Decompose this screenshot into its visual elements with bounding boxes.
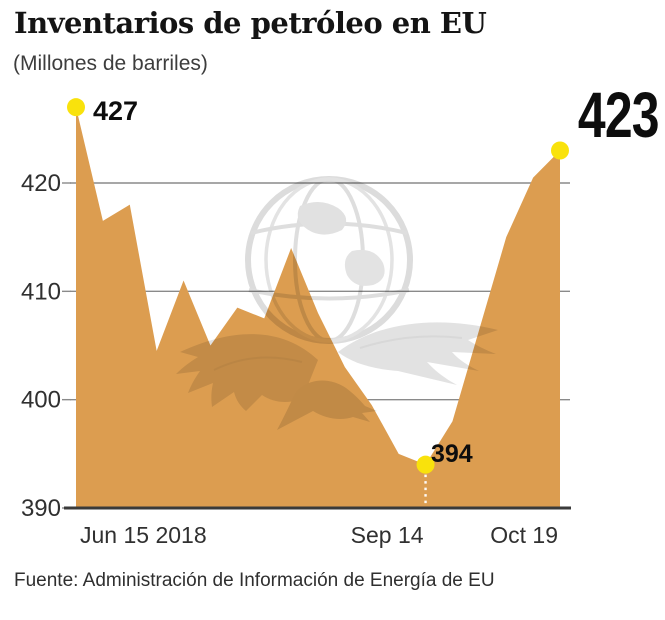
y-axis-label: 410	[21, 278, 61, 305]
eagle-wing-left	[176, 334, 318, 411]
data-markers-group	[67, 98, 569, 506]
y-axis-label: 400	[21, 387, 61, 414]
eagle-body	[277, 380, 377, 430]
x-axis-label: Sep 14	[351, 522, 424, 548]
globe-continent	[344, 249, 385, 286]
data-point-marker	[551, 141, 569, 160]
globe-icon	[245, 176, 413, 344]
x-axis-label: Jun 15 2018	[80, 522, 207, 548]
data-point-marker	[67, 98, 85, 117]
data-point-marker	[416, 455, 435, 474]
globe-meridian	[264, 177, 394, 343]
area-series	[76, 107, 560, 509]
page-title: Inventarios de petróleo en EU	[14, 6, 487, 40]
source-note: Fuente: Administración de Información de…	[14, 570, 495, 591]
x-axis-label: Oct 19	[490, 522, 558, 548]
gridlines-group: 390 400 410 420	[21, 170, 570, 522]
eagle-feather-line	[213, 356, 303, 371]
data-label-start: 427	[93, 96, 139, 126]
x-axis-labels-group: Jun 15 2018 Sep 14 Oct 19	[80, 522, 558, 548]
data-label-min: 394	[431, 440, 473, 468]
watermark-globe-eagle-logo	[176, 176, 498, 430]
y-axis-label: 420	[21, 170, 61, 197]
data-label-latest: 423	[578, 79, 660, 151]
y-axis-label: 390	[21, 495, 61, 522]
globe-parallel	[248, 288, 410, 301]
eagle-feather-line	[359, 335, 463, 349]
globe-continent	[297, 201, 347, 235]
chart-units-subtitle: (Millones de barriles)	[13, 52, 208, 75]
